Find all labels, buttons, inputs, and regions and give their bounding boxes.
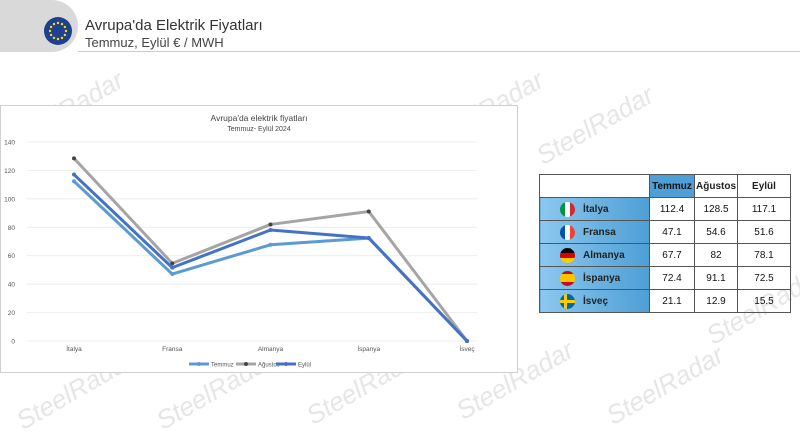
spain-flag-icon [560,270,575,286]
y-tick-label: 60 [8,253,16,260]
data-point [465,339,469,343]
watermark: SteelRadar [600,339,729,431]
data-point [170,261,175,266]
sweden-flag-icon [560,293,575,309]
data-point [170,265,175,270]
x-tick-label: Fransa [162,346,183,353]
value-cell: 15.5 [737,289,791,313]
country-cell: İspanya [539,266,650,290]
value-cell: 51.6 [737,220,791,244]
table-row: Fransa 47.1 54.6 51.6 [539,220,791,244]
chart-subtitle: Temmuz- Eylül 2024 [227,126,291,133]
table-row: Almanya 67.7 82 78.1 [539,243,791,267]
value-cell: 112.4 [649,197,695,221]
data-point [72,179,76,184]
x-tick-label: İspanya [357,344,380,353]
value-cell: 128.5 [694,197,738,221]
data-point [268,222,273,227]
value-cell: 67.7 [649,243,695,267]
italy-flag-icon [560,201,575,217]
legend-label: Ağustos [258,363,280,369]
page-title: Avrupa'da Elektrik Fiyatları [85,17,263,34]
france-flag-icon [560,224,575,240]
y-tick-label: 20 [8,310,16,317]
country-name: İsveç [583,295,609,307]
chart-canvas: Avrupa'da elektrik fiyatları Temmuz- Eyl… [4,113,477,369]
country-name: Fransa [583,226,616,238]
value-cell: 72.5 [737,266,791,290]
value-cell: 47.1 [649,220,695,244]
table-header-row: Temmuz Ağustos Eylül [539,174,791,198]
table-header-cell: Ağustos [694,174,738,198]
country-cell: Almanya [539,243,650,267]
data-point [268,227,273,232]
data-point [72,156,76,161]
country-cell: Fransa [539,220,650,244]
country-cell: İsveç [539,289,650,313]
eu-stars [48,21,68,41]
value-cell: 54.6 [694,220,738,244]
y-tick-label: 120 [4,168,15,175]
table-row: İspanya 72.4 91.1 72.5 [539,266,791,290]
series-line-eylül [72,173,469,343]
legend-marker [284,362,288,366]
country-cell: İtalya [539,197,650,221]
data-point [366,235,371,240]
price-table: Temmuz Ağustos Eylül İtalya 112.4 128.5 117… [539,174,791,313]
value-cell: 82 [694,243,738,267]
table-header-cell [539,174,650,198]
y-tick-label: 80 [8,225,16,232]
legend-marker [197,362,201,366]
table-row: İtalya 112.4 128.5 117.1 [539,197,791,221]
legend-label: Temmuz [211,363,234,369]
value-cell: 72.4 [649,266,695,290]
eu-flag-icon [44,17,72,45]
data-point [366,209,371,214]
x-tick-label: Almanya [258,346,284,353]
data-point [170,272,175,277]
watermark: SteelRadar [530,79,659,171]
country-name: Almanya [583,249,625,261]
value-cell: 78.1 [737,243,791,267]
table-row: İsveç 21.1 12.9 15.5 [539,289,791,313]
value-cell: 91.1 [694,266,738,290]
country-name: İspanya [583,272,621,284]
value-cell: 117.1 [737,197,791,221]
y-tick-label: 40 [8,282,16,289]
germany-flag-icon [560,247,575,263]
y-tick-label: 140 [4,140,15,147]
value-cell: 21.1 [649,289,695,313]
header: Avrupa'da Elektrik Fiyatları Temmuz, Eyl… [0,0,800,52]
value-cell: 12.9 [694,289,738,313]
page-subtitle: Temmuz, Eylül € / MWH [85,35,224,50]
series-line-ağustos [72,157,469,342]
data-point [72,172,76,177]
legend-marker [244,362,248,366]
data-point [268,242,273,247]
table-header-cell: Eylül [737,174,791,198]
chart-title: Avrupa'da elektrik fiyatları [211,113,308,123]
legend-label: Eylül [298,363,311,369]
line-chart: Avrupa'da elektrik fiyatları Temmuz- Eyl… [0,105,518,373]
x-tick-label: İsveç [459,344,475,353]
header-divider [78,51,800,52]
y-tick-label: 0 [11,339,15,346]
y-tick-label: 100 [4,196,15,203]
table-header-cell: Temmuz [649,174,695,198]
country-name: İtalya [583,203,609,215]
x-tick-label: İtalya [66,344,82,353]
